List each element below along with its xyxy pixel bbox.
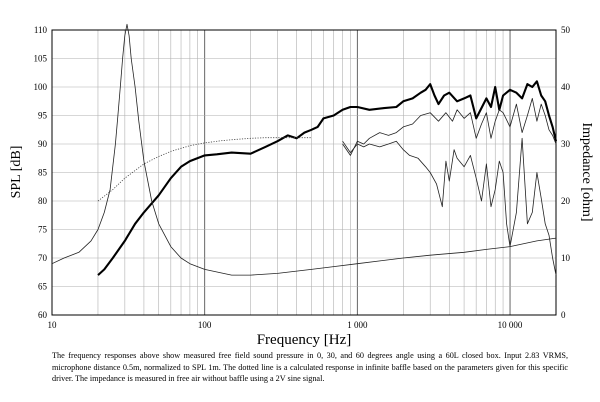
series-line-3 <box>342 137 557 276</box>
x-tick-label: 100 <box>198 320 212 330</box>
chart-caption: The frequency responses above show measu… <box>52 351 568 383</box>
series-line-4 <box>97 137 312 202</box>
series-layer <box>51 23 558 276</box>
y-tick-label: 110 <box>34 25 48 35</box>
y-tick-label: 60 <box>38 310 48 320</box>
frequency-response-chart: 60 65 70 75 80 85 90 95 100 105 110 0 10 20 30 40 50 10 10… <box>9 23 594 348</box>
y-tick-label: 105 <box>34 54 48 64</box>
y-tick-label: 100 <box>34 82 48 92</box>
series-line-2 <box>342 98 557 156</box>
y-tick-label: 75 <box>38 225 48 235</box>
y-tick-label: 80 <box>38 196 48 206</box>
x-tick-label: 1 000 <box>347 320 368 330</box>
grid <box>51 29 557 316</box>
y2-tick-label: 30 <box>561 139 571 149</box>
y-tick-label: 85 <box>38 168 48 178</box>
y-axis-label: SPL [dB] <box>9 146 24 199</box>
ticks: 60 65 70 75 80 85 90 95 100 105 110 0 10 20 30 40 50 10 10… <box>34 25 571 330</box>
y2-tick-label: 10 <box>561 253 571 263</box>
y2-tick-label: 20 <box>561 196 571 206</box>
y2-tick-label: 50 <box>561 25 571 35</box>
y2-tick-label: 0 <box>561 310 566 320</box>
y-tick-label: 70 <box>38 253 48 263</box>
y-tick-label: 95 <box>38 111 48 121</box>
y-tick-label: 90 <box>38 139 48 149</box>
x-tick-label: 10 <box>48 320 58 330</box>
x-axis-label: Frequency [Hz] <box>257 332 352 348</box>
series-line-1 <box>97 80 558 276</box>
x-tick-label: 10 000 <box>498 320 523 330</box>
plot-frame <box>51 29 557 316</box>
y2-axis-label: Impedance [ohm] <box>579 122 594 221</box>
series-line-5 <box>51 23 557 276</box>
y2-tick-label: 40 <box>561 82 571 92</box>
y-tick-label: 65 <box>38 282 48 292</box>
